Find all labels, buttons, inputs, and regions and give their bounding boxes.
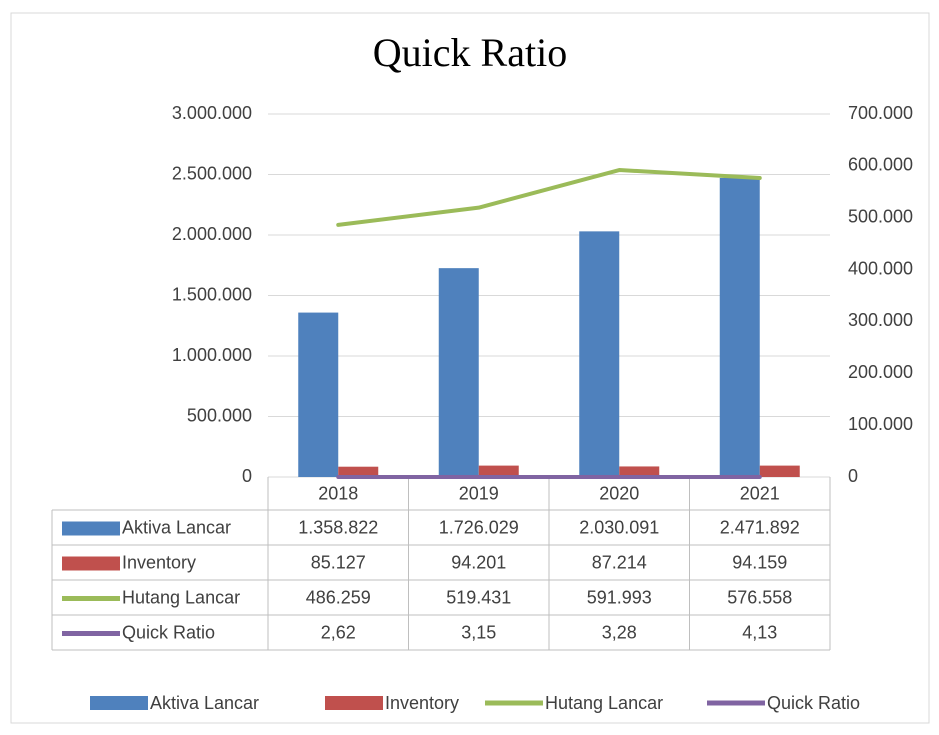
table-value: 3,28 bbox=[602, 622, 637, 642]
y-tick-label: 1.500.000 bbox=[172, 284, 252, 304]
legend-label: Hutang Lancar bbox=[545, 693, 663, 713]
y2-tick-label: 300.000 bbox=[848, 310, 913, 330]
y2-tick-label: 200.000 bbox=[848, 362, 913, 382]
bar bbox=[338, 466, 379, 477]
table-value: 591.993 bbox=[587, 587, 652, 607]
chart-title: Quick Ratio bbox=[373, 30, 567, 75]
table-row-label: Quick Ratio bbox=[122, 622, 215, 642]
y2-tick-label: 600.000 bbox=[848, 155, 913, 175]
table-row-label: Aktiva Lancar bbox=[122, 517, 231, 537]
y2-tick-label: 700.000 bbox=[848, 103, 913, 123]
table-row-label: Hutang Lancar bbox=[122, 587, 240, 607]
table-value: 4,13 bbox=[742, 622, 777, 642]
x-tick-label: 2021 bbox=[740, 483, 780, 503]
table-value: 519.431 bbox=[446, 587, 511, 607]
x-tick-label: 2020 bbox=[599, 483, 639, 503]
table-value: 1.726.029 bbox=[439, 517, 519, 537]
table-value: 2.471.892 bbox=[720, 517, 800, 537]
bar bbox=[438, 268, 479, 477]
y-tick-label: 1.000.000 bbox=[172, 345, 252, 365]
legend-label: Quick Ratio bbox=[767, 693, 860, 713]
table-row-label: Inventory bbox=[122, 552, 196, 572]
table-value: 2.030.091 bbox=[579, 517, 659, 537]
y2-tick-label: 100.000 bbox=[848, 414, 913, 434]
table-value: 85.127 bbox=[311, 552, 366, 572]
table-value: 3,15 bbox=[461, 622, 496, 642]
legend-key bbox=[325, 696, 383, 710]
bar bbox=[759, 465, 800, 477]
x-tick-label: 2018 bbox=[318, 483, 358, 503]
y-tick-label: 2.000.000 bbox=[172, 224, 252, 244]
bar bbox=[719, 177, 760, 477]
y-tick-label: 3.000.000 bbox=[172, 103, 252, 123]
y2-tick-label: 0 bbox=[848, 466, 858, 486]
table-key bbox=[62, 556, 120, 571]
y2-tick-label: 500.000 bbox=[848, 206, 913, 226]
line bbox=[336, 168, 762, 227]
legend-key bbox=[90, 696, 148, 710]
legend-label: Inventory bbox=[385, 693, 459, 713]
y2-tick-label: 400.000 bbox=[848, 258, 913, 278]
table-value: 486.259 bbox=[306, 587, 371, 607]
y-tick-label: 2.500.000 bbox=[172, 163, 252, 183]
table-value: 94.159 bbox=[732, 552, 787, 572]
bar bbox=[579, 231, 620, 477]
legend-label: Aktiva Lancar bbox=[150, 693, 259, 713]
table-value: 576.558 bbox=[727, 587, 792, 607]
table-value: 2,62 bbox=[321, 622, 356, 642]
table-value: 87.214 bbox=[592, 552, 647, 572]
y-tick-label: 500.000 bbox=[187, 405, 252, 425]
bar bbox=[298, 312, 339, 477]
table-key bbox=[62, 521, 120, 536]
y-tick-label: 0 bbox=[242, 466, 252, 486]
x-tick-label: 2019 bbox=[459, 483, 499, 503]
table-value: 1.358.822 bbox=[298, 517, 378, 537]
bar bbox=[619, 466, 660, 477]
table-value: 94.201 bbox=[451, 552, 506, 572]
bar bbox=[478, 465, 519, 477]
